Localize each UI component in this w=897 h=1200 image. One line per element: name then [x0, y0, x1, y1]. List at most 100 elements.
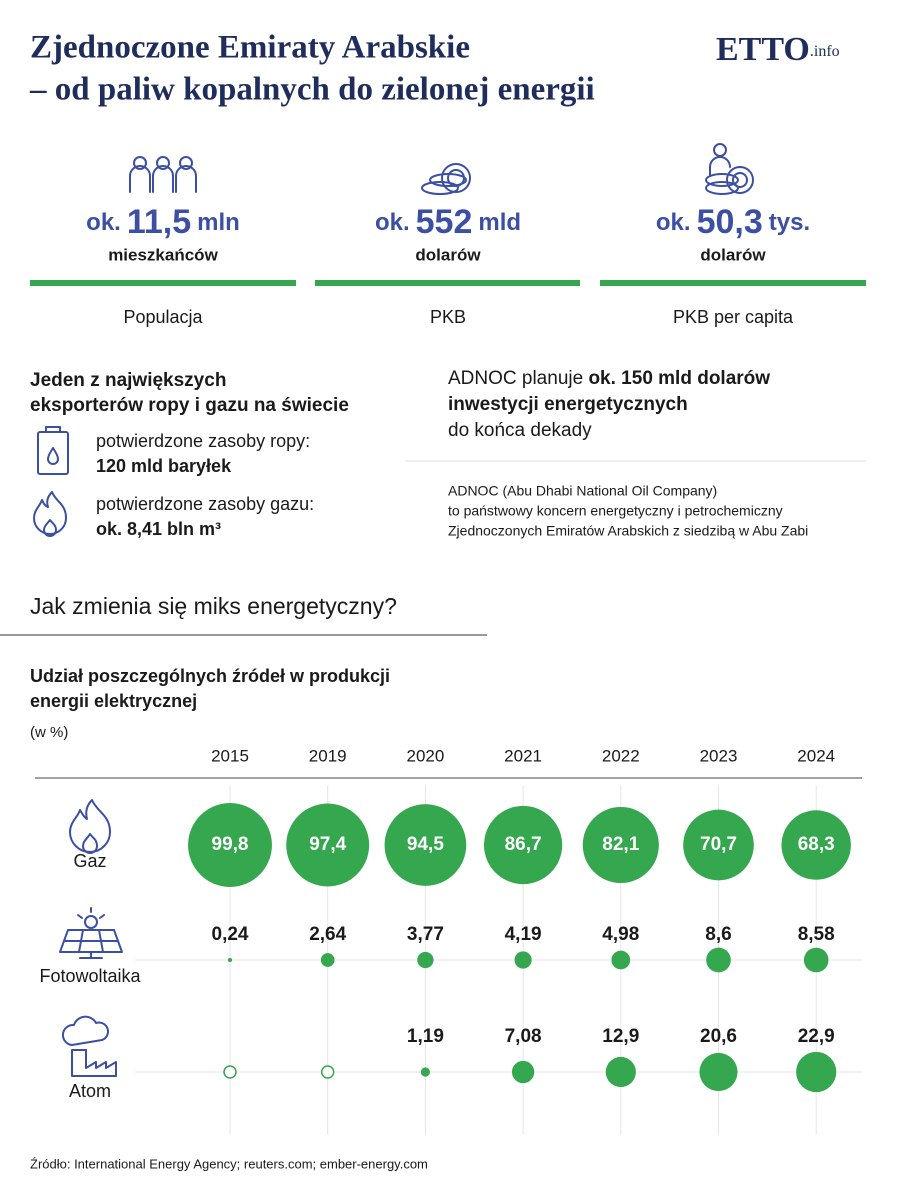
x-tick-label: 2022 [602, 746, 640, 765]
coins-icon [421, 163, 471, 195]
x-tick-label: 2024 [797, 746, 835, 765]
value-label: 8,6 [705, 924, 731, 945]
stat-number: 50,3 [697, 203, 763, 241]
bubble [286, 803, 370, 887]
stat-bar [30, 280, 296, 286]
value-label: 22,9 [798, 1026, 835, 1047]
value-label: 94,5 [407, 834, 444, 855]
stat-prefix: ok. [375, 209, 410, 236]
value-label: 12,9 [602, 1026, 639, 1047]
bubble [420, 1067, 430, 1077]
exports-heading: Jeden z największych [30, 370, 226, 391]
people-icon [129, 156, 197, 193]
adnoc-note: ADNOC (Abu Dhabi National Oil Company) [448, 483, 717, 499]
exports-heading: eksporterów ropy i gazu na świecie [30, 395, 349, 416]
value-label: 20,6 [700, 1026, 737, 1047]
adnoc-text: do końca dekady [448, 420, 592, 441]
stat-number: 11,5 [127, 203, 191, 241]
value-label: 97,4 [309, 834, 346, 855]
chart-title: energii elektrycznej [30, 691, 197, 711]
bubble [803, 947, 829, 973]
bubble [683, 809, 754, 881]
section-title: Jak zmienia się miks energetyczny? [30, 593, 397, 619]
solar-row-icon [59, 907, 123, 959]
bubble [611, 950, 631, 970]
bubble [582, 806, 659, 884]
value-label: 82,1 [602, 834, 639, 855]
stat-bar [600, 280, 866, 286]
value-label: 4,98 [602, 924, 639, 945]
stat-value: ok. 552 mld [375, 203, 521, 241]
bubble [514, 951, 532, 969]
bubble [384, 804, 467, 886]
bubble [781, 810, 851, 880]
logo-suffix: .info [810, 43, 840, 60]
value-label: 0,24 [212, 924, 249, 945]
chart-title: Udział poszczególnych źródeł w produkcji [30, 666, 390, 686]
bubble [417, 951, 434, 969]
value-label: 86,7 [505, 834, 542, 855]
oil-icon [37, 426, 69, 475]
stat-prefix: ok. [656, 209, 691, 236]
value-label: 70,7 [700, 834, 737, 855]
stat-label: Populacja [123, 307, 203, 327]
legend-label: Fotowoltaika [39, 966, 141, 986]
stat-sub: dolarów [415, 245, 481, 264]
adnoc-plain: ADNOC planuje [448, 368, 588, 389]
stat-prefix: ok. [86, 209, 121, 236]
stat-sub: mieszkańców [108, 245, 218, 264]
stat-unit: mln [197, 209, 240, 236]
oil-value: 120 mld baryłek [96, 456, 232, 476]
stat-value: ok. 11,5 mln [86, 203, 240, 241]
adnoc-note: to państwowy koncern energetyczny i petr… [448, 503, 783, 519]
bubble [511, 1060, 535, 1084]
stat-label: PKB per capita [673, 307, 794, 327]
value-label: 8,58 [798, 924, 835, 945]
legend-label: Gaz [73, 851, 106, 871]
gas-row-icon [69, 799, 111, 854]
gas-value: ok. 8,41 bln m³ [96, 519, 221, 539]
value-label: 2,64 [309, 924, 346, 945]
coins-person-icon [705, 143, 754, 195]
adnoc-bold: inwestycji energetycznych [448, 394, 688, 415]
stat-value: ok. 50,3 tys. [656, 203, 810, 241]
bubble [227, 957, 233, 963]
x-tick-label: 2021 [504, 746, 542, 765]
source: Źródło: International Energy Agency; reu… [30, 1156, 428, 1171]
bubble [796, 1051, 837, 1093]
bubble [699, 1052, 738, 1092]
gas-label: potwierdzone zasoby gazu: [96, 494, 314, 514]
stat-bar [315, 280, 580, 286]
value-label: 68,3 [798, 834, 835, 855]
x-tick-label: 2015 [211, 746, 249, 765]
value-label: 99,8 [212, 834, 249, 855]
bubble [320, 953, 335, 967]
nuclear-row-icon [62, 1015, 117, 1077]
x-tick-label: 2023 [700, 746, 738, 765]
value-label: 1,19 [407, 1026, 444, 1047]
legend-label: Atom [69, 1081, 111, 1101]
adnoc-text: ADNOC planuje ok. 150 mld dolarów [448, 368, 770, 389]
title: Zjednoczone Emiraty Arabskie [30, 30, 470, 66]
chart-unit: (w %) [30, 724, 68, 741]
stat-label: PKB [430, 307, 466, 327]
flame-icon [33, 491, 67, 537]
title: – od paliw kopalnych do zielonej energii [29, 72, 595, 108]
bubble [706, 947, 731, 973]
x-tick-label: 2020 [406, 746, 444, 765]
empty-marker [223, 1065, 237, 1079]
bubble [188, 803, 272, 887]
stat-number: 552 [416, 203, 473, 241]
oil-label: potwierdzone zasoby ropy: [96, 431, 310, 451]
empty-marker [320, 1065, 335, 1079]
bubble [605, 1056, 636, 1088]
adnoc-note: Zjednoczonych Emiratów Arabskich z siedz… [448, 523, 808, 539]
value-label: 7,08 [505, 1026, 542, 1047]
value-label: 4,19 [505, 924, 542, 945]
stat-unit: mld [478, 209, 521, 236]
bubble [483, 805, 563, 885]
value-label: 3,77 [407, 924, 444, 945]
logo-text: ETTO [716, 31, 810, 68]
stat-sub: dolarów [700, 245, 766, 264]
